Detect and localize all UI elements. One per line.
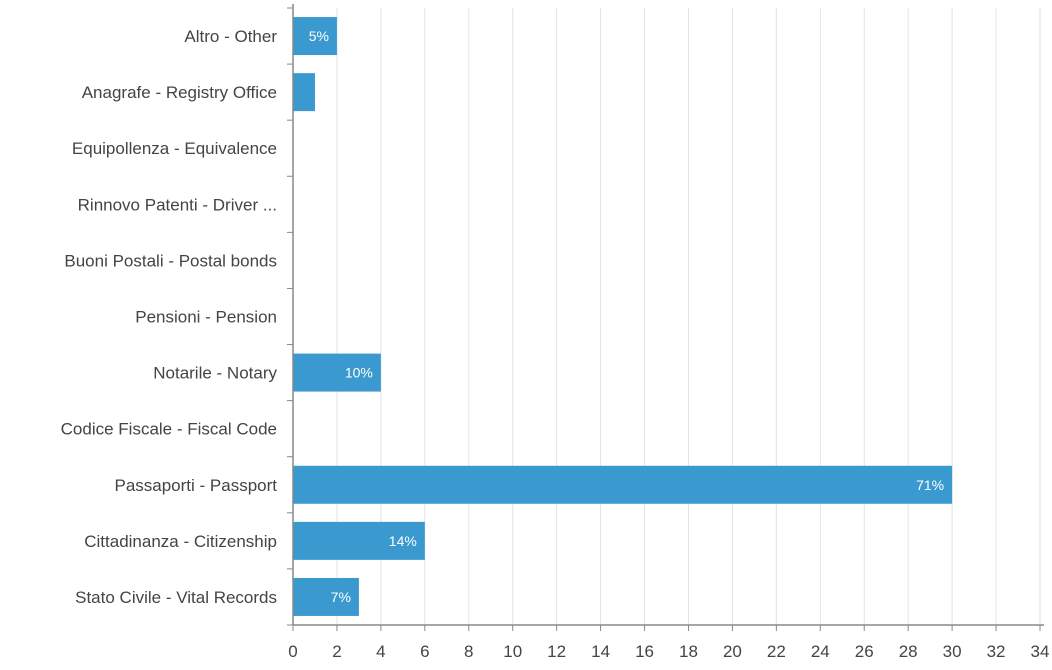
bar xyxy=(293,465,953,504)
axes xyxy=(287,4,1044,631)
grid-lines xyxy=(336,8,1041,625)
x-tick-label: 4 xyxy=(376,642,385,661)
data-label: 5% xyxy=(309,28,329,44)
x-tick-label: 22 xyxy=(767,642,786,661)
x-tick-labels: 0 2 4 6 8 10 12 14 16 18 20 22 24 26 28 30 32 34 xyxy=(288,642,1049,661)
x-tick-label: 26 xyxy=(855,642,874,661)
category-label: Notarile - Notary xyxy=(153,364,277,383)
category-label: Codice Fiscale - Fiscal Code xyxy=(61,420,277,439)
x-tick-label: 6 xyxy=(420,642,429,661)
x-tick-label: 32 xyxy=(987,642,1006,661)
category-label: Cittadinanza - Citizenship xyxy=(84,532,277,551)
data-label: 7% xyxy=(331,589,351,605)
x-tick-label: 24 xyxy=(811,642,830,661)
x-tick-label: 14 xyxy=(591,642,610,661)
category-label: Pensioni - Pension xyxy=(135,308,277,327)
x-tick-label: 34 xyxy=(1031,642,1050,661)
x-tick-label: 16 xyxy=(635,642,654,661)
x-tick-label: 2 xyxy=(332,642,341,661)
bars xyxy=(293,17,953,616)
bar xyxy=(293,353,381,392)
x-tick-label: 8 xyxy=(464,642,473,661)
data-label: 14% xyxy=(389,533,417,549)
data-label: 71% xyxy=(916,477,944,493)
category-label: Buoni Postali - Postal bonds xyxy=(64,251,277,270)
x-tick-label: 20 xyxy=(723,642,742,661)
x-tick-label: 0 xyxy=(288,642,297,661)
bar xyxy=(293,17,337,56)
x-tick-label: 18 xyxy=(679,642,698,661)
category-label: Rinnovo Patenti - Driver ... xyxy=(78,195,277,214)
data-label: 10% xyxy=(345,365,373,381)
category-label: Equipollenza - Equivalence xyxy=(72,139,277,158)
category-label: Anagrafe - Registry Office xyxy=(82,83,277,102)
category-label: Altro - Other xyxy=(184,27,277,46)
category-label: Stato Civile - Vital Records xyxy=(75,588,277,607)
x-tick-label: 12 xyxy=(547,642,566,661)
x-tick-label: 30 xyxy=(943,642,962,661)
bar xyxy=(293,73,315,112)
bar xyxy=(293,577,359,616)
category-labels: Altro - Other Anagrafe - Registry Office E… xyxy=(61,27,278,607)
category-label: Passaporti - Passport xyxy=(114,476,277,495)
x-tick-label: 28 xyxy=(899,642,918,661)
x-tick-label: 10 xyxy=(503,642,522,661)
bar xyxy=(293,521,425,560)
data-labels: 5% 10% 71% 14% 7% xyxy=(309,28,944,605)
